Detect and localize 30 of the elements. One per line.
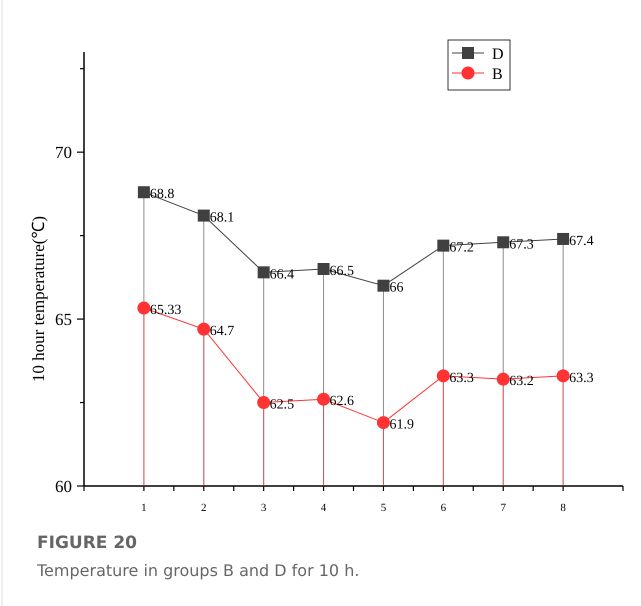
data-label: 66.4 <box>270 267 294 282</box>
data-label: 68.8 <box>150 187 174 202</box>
data-label: 66 <box>389 280 404 296</box>
y-tick-label: 60 <box>55 477 72 496</box>
data-label: 64.7 <box>210 324 234 340</box>
data-label: 63.3 <box>569 370 594 386</box>
data-label: 67.3 <box>509 237 534 252</box>
y-tick-label: 70 <box>55 143 72 162</box>
data-label: 62.5 <box>270 398 294 413</box>
data-label: 61.9 <box>389 418 414 433</box>
x-tick-label: 5 <box>380 502 387 514</box>
legend-label: B <box>492 66 503 83</box>
y-tick-label: 65 <box>55 310 72 330</box>
x-tick-label: 4 <box>320 502 327 514</box>
x-tick-label: 6 <box>440 502 447 514</box>
caption: FIGURE 20 <box>37 533 138 553</box>
data-label: 67.2 <box>449 240 474 256</box>
text: Temperature in groups B and D for 10 h. <box>36 561 360 580</box>
x-tick-label: 2 <box>201 502 207 514</box>
y-axis-title: 10 hour temperature(℃) <box>29 216 48 382</box>
data-label: 63.2 <box>509 374 534 390</box>
data-label: 67.4 <box>569 234 594 249</box>
x-tick-label: 8 <box>560 502 566 514</box>
x-tick-label: 3 <box>260 502 267 514</box>
x-tick-label: 7 <box>500 502 506 514</box>
data-label: 68.1 <box>210 210 234 226</box>
data-label: 65.33 <box>150 303 182 318</box>
data-label: 62.6 <box>330 394 354 410</box>
legend-label: D <box>492 46 504 63</box>
x-tick-label: 1 <box>141 502 147 514</box>
